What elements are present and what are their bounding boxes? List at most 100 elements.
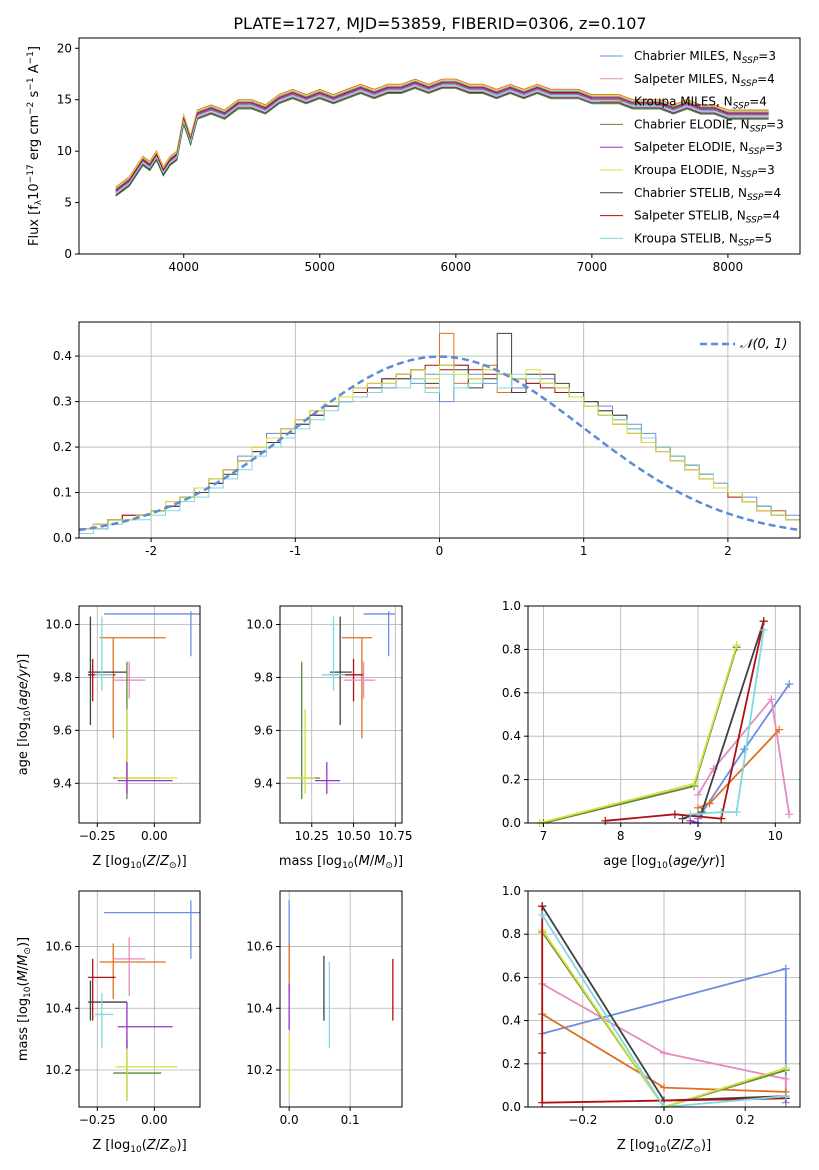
x-tick-label: −0.25 [79,829,116,843]
y-tick-label: 0.6 [502,970,521,984]
y-tick-label: 10.0 [45,618,72,632]
y-tick-label: 10 [57,144,72,158]
y-tick-label: 0.2 [502,1057,521,1071]
y-tick-label: 0.0 [502,1100,521,1114]
y-tick-label: 10.4 [45,1001,72,1015]
panel-6: 0.0 0.1 10.2 10.4 10.6 [246,890,403,1127]
x-tick-label: 8 [617,829,625,843]
y-tick-label: 0.2 [502,773,521,787]
axes-frame [78,605,201,824]
y-tick-label: 0.1 [53,486,72,500]
y-tick-label: 0 [64,247,72,261]
axes-frame [527,605,801,824]
x-axis-label: Z [log10(Z/Z⊙)] [92,854,186,871]
x-tick-label: −0.25 [79,1113,116,1127]
axes-frame [279,890,403,1108]
weight-line [697,697,791,815]
y-tick-label: 1.0 [502,884,521,898]
y-tick-label: 0.8 [502,927,521,941]
y-tick-label: 10.0 [246,618,273,632]
x-tick-label: 5000 [305,260,336,274]
x-axis-label: Z [log10(Z/Z⊙)] [617,1138,711,1155]
y-tick-label: 10.6 [246,940,273,954]
y-tick-label: 10.4 [246,1001,273,1015]
x-tick-label: -1 [289,544,301,558]
weight-marker [538,902,547,911]
panel-1: -2 -1 0 1 2 0.0 0.1 0.2 0.3 0.4 𝒩(0, 1) [53,321,801,558]
weight-marker [785,810,794,819]
y-tick-label: 0.4 [502,1014,521,1028]
weight-line [541,906,786,1104]
y-tick-label: 10.6 [45,940,72,954]
y-tick-label: 0.8 [502,642,521,656]
histogram-step [79,369,800,538]
y-axis-label: age [log10(age/yr)] [16,654,33,776]
legend-label: Kroupa ELODIE, NSSP=3 [634,163,775,180]
x-tick-label: -2 [145,544,157,558]
y-tick-label: 9.8 [254,670,273,684]
weight-marker [781,1064,790,1073]
weight-marker [705,799,714,808]
x-tick-label: 7 [540,829,548,843]
weight-marker [678,814,687,823]
weight-marker [717,808,726,817]
legend-label: Salpeter ELODIE, NSSP=3 [634,140,783,157]
y-tick-label: 0.3 [53,395,72,409]
x-tick-label: 0.0 [654,1113,673,1127]
panel-5: −0.25 0.00 10.2 10.4 10.6 Z [log10(Z/Z⊙)] mass… [16,890,201,1155]
weight-line [690,629,765,816]
y-tick-label: 9.6 [53,723,72,737]
legend-label: Chabrier MILES, NSSP=3 [634,49,776,66]
legend-label: Salpeter STELIB, NSSP=4 [634,209,780,226]
x-tick-label: 10.25 [295,829,329,843]
weight-line [605,621,765,822]
spectrum-model-line [115,81,769,191]
gaussian-curve [78,355,801,532]
spectrum-model-line [115,86,769,196]
x-axis-label: mass [log10(M/M⊙)] [279,854,403,871]
weight-marker [686,810,695,819]
y-tick-label: 5 [64,196,72,210]
weight-marker [781,1074,790,1083]
y-axis-label: mass [log10(M/M⊙)] [16,937,33,1061]
axes-frame [78,37,801,255]
y-tick-label: 9.4 [254,776,273,790]
spectrum-model-line [115,87,769,197]
x-tick-label: −0.2 [568,1113,597,1127]
x-tick-label: 7000 [577,260,608,274]
panel-3: 10.25 10.50 10.75 9.4 9.6 9.8 10.0 mass [log10(… [246,605,412,871]
weight-line [541,929,787,1107]
y-axis-label: Flux [fλ10−17 erg cm−2 s−1 A−1] [26,46,44,246]
x-tick-label: 1 [580,544,588,558]
legend-label: Kroupa MILES, NSSP=4 [634,95,767,112]
weight-marker [732,641,741,650]
x-tick-label: 10 [768,829,783,843]
x-tick-label: 0.1 [341,1113,360,1127]
weight-marker [781,964,790,973]
y-tick-label: 0.0 [502,816,521,830]
weight-marker [538,910,547,919]
weight-marker [538,1098,547,1107]
y-tick-label: 0.0 [53,531,72,545]
panel-7: −0.2 0.0 0.2 0.0 0.2 0.4 0.6 0.8 1.0 Z [log10(Z/Z… [502,884,801,1155]
panel-0: 4000 5000 6000 7000 8000 0 5 10 15 20 Flux [fλ10−1… [26,37,801,274]
weight-marker [732,808,741,817]
x-tick-label: 10.50 [336,829,370,843]
weight-marker [670,810,679,819]
legend: Chabrier MILES, NSSP=3 Salpeter MILES, NS… [600,49,784,248]
weight-marker [538,1049,547,1057]
weight-marker [759,625,768,634]
weight-marker [660,1083,668,1092]
panel-2: −0.25 0.00 9.4 9.6 9.8 10.0 Z [log10(Z/Z⊙)] age… [16,605,201,871]
x-tick-label: 0.00 [141,829,168,843]
x-tick-label: 9 [694,829,702,843]
figure-title: PLATE=1727, MJD=53859, FIBERID=0306, z=0… [233,14,646,33]
x-tick-label: 8000 [713,260,744,274]
weight-marker [690,779,699,788]
weight-marker [694,790,702,799]
legend-label: 𝒩(0, 1) [740,337,787,352]
x-tick-label: 0.2 [736,1113,755,1127]
histogram-step [79,364,800,538]
weight-marker [781,1092,790,1101]
